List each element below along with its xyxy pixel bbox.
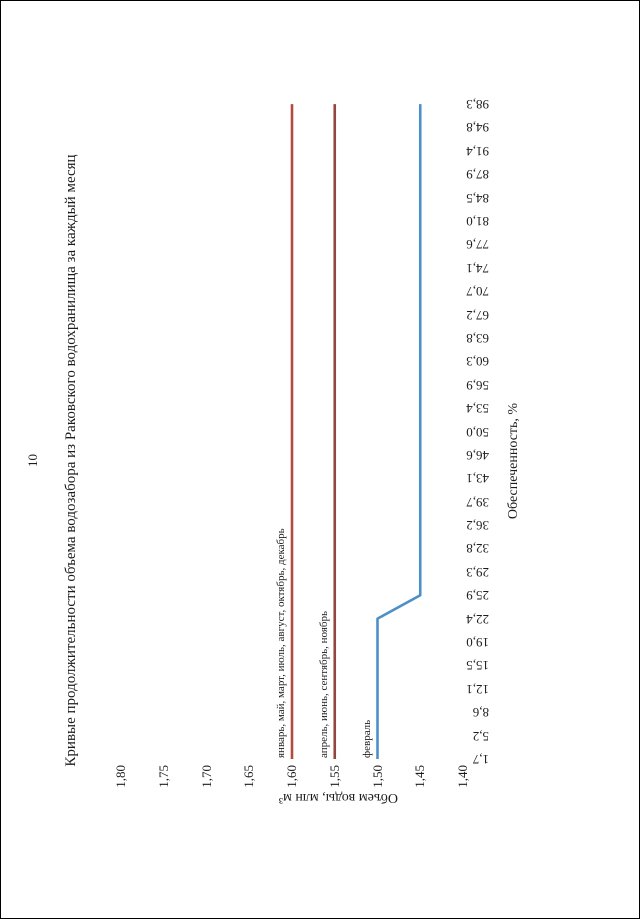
x-tick-label: 74,1 — [466, 260, 489, 276]
y-tick-label: 1,60 — [284, 765, 299, 788]
y-tick-label: 1,55 — [326, 765, 342, 788]
x-tick-label: 53,4 — [466, 401, 489, 417]
y-tick-label: 1,50 — [369, 765, 385, 788]
series-label-darkred-months: апрель, июнь, сентябрь, ноябрь — [317, 611, 330, 758]
y-tick-label: 1,70 — [198, 765, 214, 788]
x-tick-label: 56,9 — [466, 377, 489, 393]
series-line-2 — [376, 104, 422, 759]
x-tick-label: 87,9 — [466, 167, 489, 183]
y-tick-label: 1,65 — [241, 765, 257, 788]
x-tick-label: 15,5 — [466, 658, 489, 674]
x-axis-title: Обеспеченность, % — [506, 402, 521, 520]
x-tick-label: 46,6 — [466, 447, 489, 463]
x-tick-label: 1,7 — [472, 752, 489, 767]
x-tick-label: 29,3 — [466, 564, 489, 580]
x-tick-label: 91,4 — [466, 143, 489, 159]
x-tick-label: 36,2 — [466, 518, 489, 534]
x-tick-label: 19,0 — [466, 635, 489, 651]
x-tick-label: 8,6 — [472, 705, 489, 721]
x-tick-label: 67,2 — [466, 307, 489, 323]
x-tick-label: 25,9 — [466, 588, 489, 604]
x-tick-label: 22,4 — [466, 611, 489, 627]
y-tick-label: 1,40 — [455, 765, 470, 788]
y-tick-label: 1,75 — [155, 765, 171, 788]
y-axis-title: Объем воды, млн м³ — [278, 790, 398, 805]
x-tick-label: 77,6 — [466, 237, 489, 253]
x-tick-label: 5,2 — [472, 728, 489, 744]
rotated-content: 10 Кривые продолжительности объема водоз… — [16, 16, 626, 905]
duration-curves-chart: 1,80 1,75 1,70 1,65 1,60 1,55 1,50 1,45 1,40 1,7… — [16, 16, 626, 905]
series-label-february: февраль — [360, 719, 373, 758]
y-tick-label: 1,45 — [412, 765, 428, 788]
series-label-red-months: январь, май, март, июль, август, октябрь… — [275, 528, 287, 758]
x-tick-label: 84,5 — [466, 190, 489, 206]
x-tick-label: 60,3 — [466, 354, 489, 370]
x-tick-label: 94,8 — [466, 120, 489, 136]
x-tick-label: 39,7 — [466, 494, 489, 510]
x-tick-label: 63,8 — [466, 330, 489, 346]
plot-canvas — [290, 104, 422, 759]
x-tick-label: 50,0 — [466, 424, 489, 440]
x-tick-label: 98,3 — [466, 97, 489, 113]
y-tick-label: 1,80 — [113, 765, 128, 788]
x-tick-label: 12,1 — [466, 681, 489, 697]
x-tick-label: 32,8 — [466, 541, 489, 557]
x-tick-label: 81,0 — [466, 214, 489, 230]
x-tick-label: 70,7 — [466, 284, 489, 300]
x-tick-label: 43,1 — [466, 471, 489, 487]
